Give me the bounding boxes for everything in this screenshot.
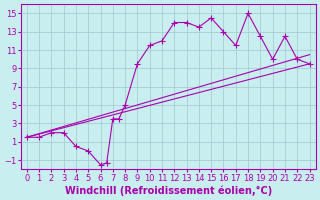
X-axis label: Windchill (Refroidissement éolien,°C): Windchill (Refroidissement éolien,°C) [65,185,272,196]
